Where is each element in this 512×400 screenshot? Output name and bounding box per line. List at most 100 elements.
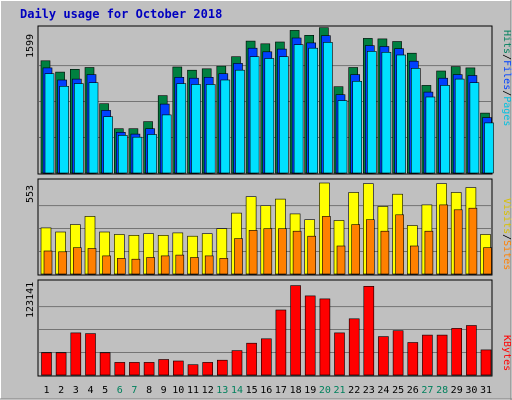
sites-bar-day-3 [73,247,82,275]
day-label-25: 25 [392,385,404,396]
legend-kbytes: KBytes [501,335,512,371]
sites-bar-day-10 [175,254,185,275]
sites-bar-day-18 [292,230,302,275]
kbytes-bar-day-24 [378,336,389,376]
day-label-22: 22 [348,385,360,396]
sites-bar-day-20 [322,216,331,275]
day-label-12: 12 [202,385,214,396]
day-label-26: 26 [407,385,419,396]
sites-bar-day-6 [117,258,126,275]
pages-bar-day-26 [410,68,421,174]
sites-bar-day-22 [351,224,361,275]
pages-bar-day-6 [118,135,128,174]
pages-bar-day-1 [44,73,55,174]
day-label-16: 16 [260,385,272,396]
sites-bar-day-28 [439,204,448,275]
pages-bar-day-12 [205,84,216,174]
sites-bar-day-17 [278,228,287,275]
bars-layer [40,27,494,376]
day-label-10: 10 [172,385,184,396]
pages-bar-day-9 [161,114,172,174]
kbytes-bar-day-8 [143,362,155,376]
kbytes-bar-day-5 [99,352,111,376]
sites-bar-day-27 [424,230,434,275]
day-label-1: 1 [43,385,49,396]
pages-bar-day-20 [323,42,333,174]
pages-bar-day-21 [337,100,348,174]
sites-bar-day-23 [365,219,375,275]
sites-bar-day-8 [146,257,155,275]
kbytes-bar-day-12 [202,362,213,376]
sites-bar-day-9 [160,255,170,275]
sites-bar-day-2 [58,251,67,275]
pages-bar-day-28 [440,85,450,174]
kbytes-bar-day-26 [407,342,419,376]
day-label-13: 13 [216,385,228,396]
sites-bar-day-13 [219,258,229,275]
day-label-28: 28 [436,385,448,396]
hits-ymax-label: 1599 [25,34,36,58]
pages-bar-day-11 [191,84,201,174]
kbytes-bar-day-2 [55,352,67,376]
pages-bar-day-17 [279,56,289,174]
day-label-19: 19 [304,385,316,396]
kbytes-ymax-label: 123141 [25,282,36,318]
kbytes-bar-day-11 [187,364,199,376]
day-labels: 1 2 3 4 5 6 7 8 9 10 11 12 13 14 15 16 17 18 19 20 21 22 23 24 2… [43,385,492,396]
kbytes-bar-day-21 [334,332,345,376]
sites-bar-day-4 [87,248,97,275]
sites-bar-day-12 [204,255,214,275]
pages-bar-day-13 [220,79,231,174]
sites-bar-day-14 [234,238,243,275]
day-label-27: 27 [421,385,433,396]
pages-bar-day-15 [249,56,260,174]
kbytes-bar-day-9 [158,359,169,376]
chart-title: Daily usage for October 2018 [20,7,222,21]
visits-ymax-label: 553 [25,185,36,203]
pages-bar-day-14 [235,69,245,174]
pages-bar-day-7 [132,136,143,174]
pages-bar-day-4 [88,82,99,174]
legend-sep-3: / [501,234,512,240]
sites-bar-day-31 [483,247,492,275]
pages-bar-day-27 [425,96,436,174]
day-label-3: 3 [73,385,79,396]
kbytes-bar-day-4 [85,333,96,376]
day-label-21: 21 [333,385,345,396]
visits-legend: Visits/Sites [501,198,512,270]
sites-bar-day-19 [307,235,317,275]
day-label-11: 11 [187,385,199,396]
pages-bar-day-31 [484,122,494,174]
day-label-14: 14 [231,385,243,396]
kbytes-bar-day-30 [466,325,477,376]
legend-sites: Sites [501,240,512,270]
kbytes-bar-day-28 [436,334,448,376]
pages-bar-day-23 [366,51,377,174]
pages-bar-day-10 [176,83,187,174]
day-label-5: 5 [102,385,108,396]
sites-bar-day-29 [453,209,463,275]
sites-bar-day-1 [43,250,53,275]
day-label-30: 30 [465,385,477,396]
day-label-9: 9 [161,385,167,396]
pages-bar-day-3 [74,83,84,174]
day-label-23: 23 [363,385,375,396]
day-label-8: 8 [146,385,152,396]
pages-bar-day-2 [59,86,69,174]
legend-sep-1: / [501,54,512,60]
pages-bar-day-5 [103,116,113,174]
legend-files: Files [501,60,512,90]
kbytes-bar-day-29 [451,328,463,376]
sites-bar-day-25 [395,214,404,275]
pages-bar-day-16 [264,58,275,174]
day-label-18: 18 [290,385,302,396]
sites-bar-day-11 [190,257,199,275]
pages-bar-day-8 [147,134,157,174]
kbytes-bar-day-23 [363,285,375,376]
kbytes-bar-day-14 [231,350,243,376]
sites-bar-day-15 [248,230,258,275]
kbytes-bar-day-18 [290,285,301,376]
kbytes-bar-day-27 [422,334,433,376]
kbytes-bar-day-25 [392,330,404,376]
kbytes-bar-day-31 [480,349,492,376]
